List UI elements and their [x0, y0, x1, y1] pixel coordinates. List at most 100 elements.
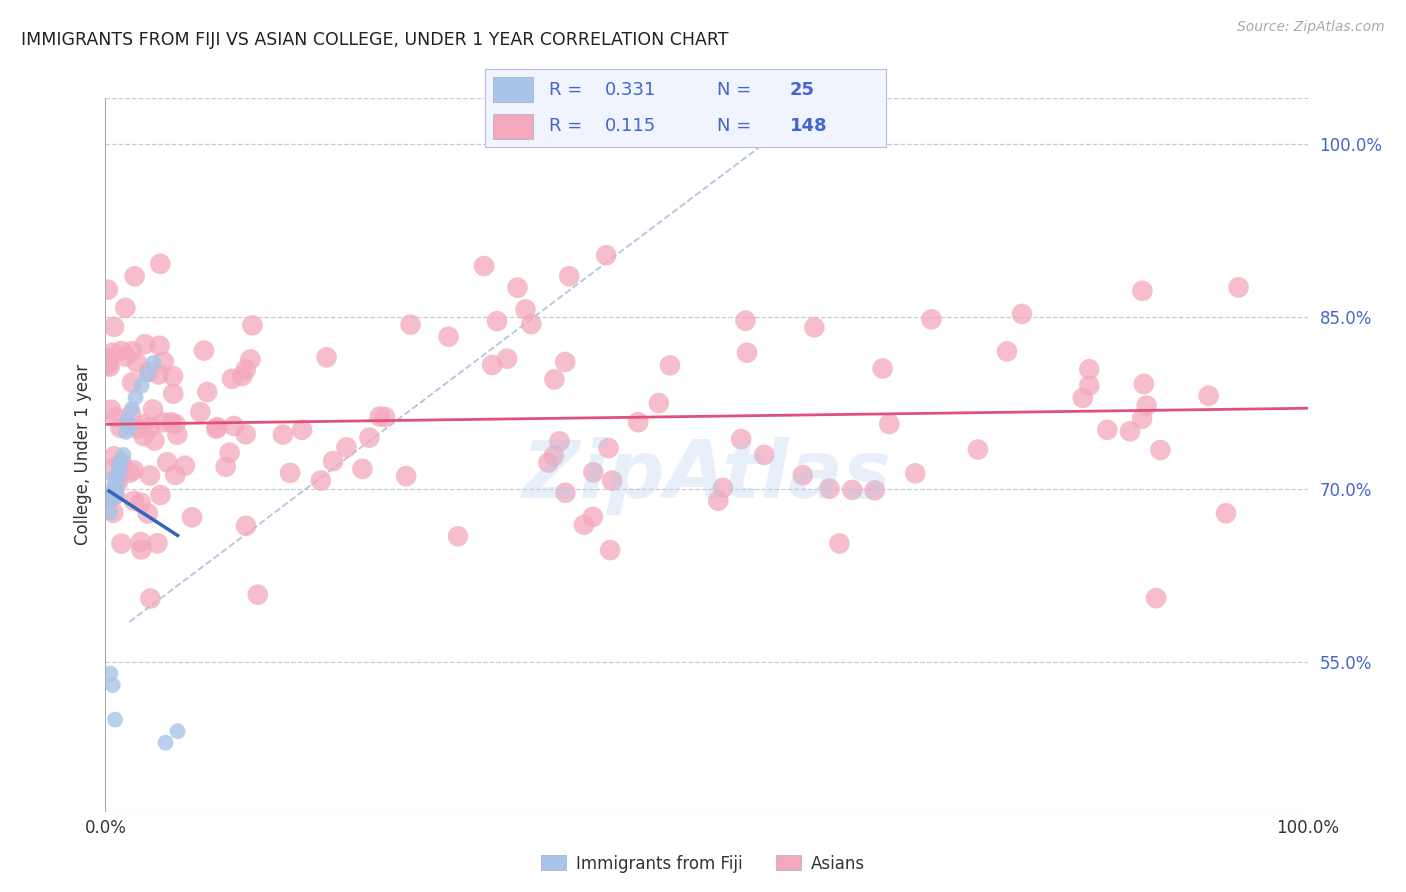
Point — [110, 536, 132, 550]
Point — [322, 454, 344, 468]
Point — [582, 466, 605, 480]
Point — [872, 361, 894, 376]
Point — [143, 434, 166, 448]
Point — [160, 415, 183, 429]
Point — [152, 354, 174, 368]
Point — [707, 493, 730, 508]
Text: R =: R = — [550, 117, 582, 135]
Point — [131, 379, 153, 393]
Point — [195, 384, 218, 399]
Point — [218, 446, 240, 460]
Point — [572, 517, 595, 532]
Point — [481, 358, 503, 372]
Point — [242, 318, 264, 333]
Point — [734, 314, 756, 328]
Point — [543, 449, 565, 463]
Point — [188, 405, 211, 419]
Point — [110, 421, 132, 435]
Point — [215, 459, 238, 474]
Point — [98, 491, 121, 505]
Point — [104, 713, 127, 727]
Point — [148, 368, 170, 382]
Point — [166, 427, 188, 442]
Point — [239, 352, 262, 367]
FancyBboxPatch shape — [494, 114, 533, 139]
Point — [730, 432, 752, 446]
Point — [235, 362, 257, 376]
Point — [152, 416, 174, 430]
Point — [1097, 423, 1119, 437]
Point — [129, 535, 152, 549]
Legend: Immigrants from Fiji, Asians: Immigrants from Fiji, Asians — [534, 848, 872, 880]
Point — [101, 488, 124, 502]
Point — [231, 369, 253, 384]
Point — [134, 337, 156, 351]
Point — [165, 417, 187, 431]
Text: ZipAtlas: ZipAtlas — [522, 437, 891, 516]
Point — [600, 474, 623, 488]
Text: Source: ZipAtlas.com: Source: ZipAtlas.com — [1237, 20, 1385, 34]
Point — [104, 488, 127, 502]
Point — [138, 365, 160, 379]
Point — [121, 376, 143, 390]
Point — [1215, 506, 1237, 520]
Text: IMMIGRANTS FROM FIJI VS ASIAN COLLEGE, UNDER 1 YEAR CORRELATION CHART: IMMIGRANTS FROM FIJI VS ASIAN COLLEGE, U… — [21, 31, 728, 49]
Point — [879, 417, 901, 431]
Point — [103, 506, 125, 520]
Point — [97, 355, 120, 369]
FancyBboxPatch shape — [494, 78, 533, 103]
Text: 0.331: 0.331 — [605, 81, 657, 99]
Point — [107, 476, 129, 491]
Point — [101, 345, 124, 359]
Point — [112, 448, 135, 462]
Point — [111, 457, 134, 471]
Point — [132, 429, 155, 443]
Point — [359, 431, 381, 445]
Point — [735, 345, 758, 359]
Point — [118, 466, 141, 480]
Point — [368, 409, 391, 424]
Point — [148, 339, 170, 353]
Point — [599, 543, 621, 558]
Point — [149, 257, 172, 271]
Point — [395, 469, 418, 483]
Point — [139, 591, 162, 606]
Point — [139, 420, 162, 434]
Point — [399, 318, 422, 332]
Point — [828, 536, 851, 550]
Point — [515, 302, 537, 317]
Point — [595, 248, 617, 262]
Point — [841, 483, 863, 497]
Point — [1071, 391, 1094, 405]
Point — [222, 419, 245, 434]
Point — [920, 312, 942, 326]
Point — [374, 409, 396, 424]
Point — [97, 283, 120, 297]
Point — [146, 536, 169, 550]
Point — [149, 488, 172, 502]
Point — [205, 422, 228, 436]
Point — [558, 269, 581, 284]
Point — [115, 413, 138, 427]
Point — [108, 465, 131, 479]
Point — [1133, 376, 1156, 391]
Point — [205, 420, 228, 434]
Point — [235, 519, 257, 533]
Point — [98, 359, 121, 374]
Point — [309, 474, 332, 488]
Point — [110, 343, 132, 358]
Point — [97, 351, 120, 365]
Point — [472, 259, 495, 273]
Point — [142, 356, 165, 370]
Point — [107, 475, 129, 490]
Point — [1227, 280, 1250, 294]
Point — [104, 483, 127, 497]
Point — [496, 351, 519, 366]
Point — [100, 483, 122, 497]
Point — [129, 495, 152, 509]
Point — [711, 481, 734, 495]
Point — [627, 415, 650, 429]
Point — [1078, 362, 1101, 376]
Point — [447, 529, 470, 543]
Text: R =: R = — [550, 81, 582, 99]
